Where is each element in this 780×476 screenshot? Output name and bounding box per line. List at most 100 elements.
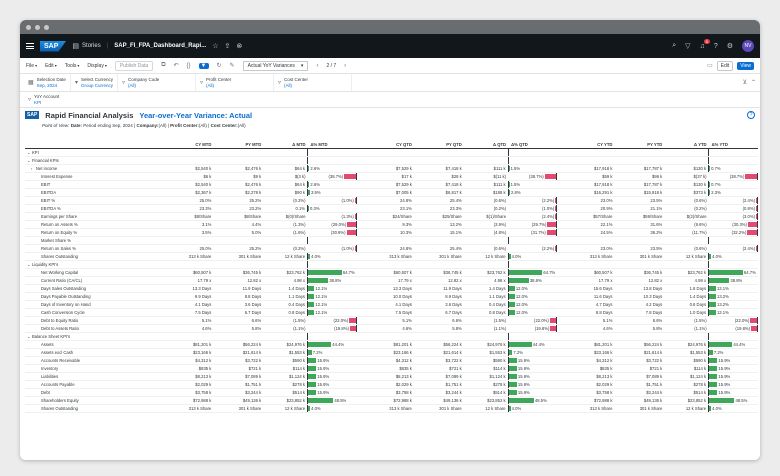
filter-toggle-icon[interactable]: ▼ [198, 62, 209, 69]
value-cell[interactable]: 15.6 Days [556, 284, 615, 293]
table-row[interactable]: Earnings per Share $8/Share $8/Share $(0)/S… [25, 212, 758, 221]
value-cell[interactable]: $56,224 k [614, 340, 665, 349]
value-cell[interactable] [463, 260, 509, 269]
value-cell[interactable]: 1.0 Days [664, 308, 709, 317]
value-cell[interactable]: $21,614 k [213, 348, 264, 357]
value-cell[interactable]: $590 k [463, 356, 509, 365]
value-cell[interactable]: $49,136 k [614, 396, 665, 405]
value-cell[interactable]: (1.5%) [664, 316, 709, 325]
table-row[interactable]: ⌄ Balance Sheet KPI's [25, 332, 758, 341]
value-cell[interactable] [155, 332, 214, 341]
column-header[interactable]: PY YTD [614, 134, 665, 149]
value-cell[interactable]: $(11 k) [463, 172, 509, 181]
value-cell[interactable]: 3.6 Days [413, 300, 464, 309]
value-cell[interactable]: $64 k [263, 164, 308, 173]
value-cell[interactable]: 12.82 x [413, 276, 464, 285]
table-row[interactable]: › Net income $2,540 k $2,476 k $64 k 2.6% $7,5… [25, 164, 758, 173]
value-cell[interactable]: 6.7 Days [213, 308, 264, 317]
value-cell[interactable] [263, 156, 308, 165]
table-row[interactable]: ⌄ Liquidity KPI's [25, 260, 758, 269]
column-header[interactable]: Δ QTD [463, 134, 509, 149]
value-cell[interactable]: $2,540 k [155, 180, 214, 189]
value-cell[interactable]: 13.3 Days [155, 284, 214, 293]
value-cell[interactable]: 25.4% [413, 244, 464, 253]
table-row[interactable]: EBIT $2,540 k $2,476 k $64 k 2.6% $7,529 k $7,… [25, 180, 758, 189]
value-cell[interactable] [463, 332, 509, 341]
value-cell[interactable]: $3,758 k [155, 388, 214, 397]
value-cell[interactable]: $23,166 k [155, 348, 214, 357]
value-cell[interactable]: 313 k Share [356, 252, 414, 261]
value-cell[interactable]: $36,745 k [614, 268, 665, 277]
value-cell[interactable]: 4.98 x [664, 276, 709, 285]
notifications-icon[interactable]: ♫ 5 [699, 38, 710, 50]
value-cell[interactable]: 4.4% [213, 220, 264, 229]
table-row[interactable]: Debt to Assets Ratio 4.6% 5.8% (1.1%) (19.8%… [25, 324, 758, 333]
value-cell[interactable]: 12 k Share [263, 404, 308, 413]
value-cell[interactable] [413, 260, 464, 269]
value-cell[interactable]: $514 k [664, 388, 709, 397]
formula-icon[interactable]: {} [186, 62, 191, 69]
value-cell[interactable]: 5.8% [413, 324, 464, 333]
value-cell[interactable]: $4,312 k [556, 356, 615, 365]
column-header[interactable]: Δ MTD [263, 134, 308, 149]
value-cell[interactable]: (1.6%) [263, 228, 308, 237]
value-cell[interactable]: 12.82 x [213, 276, 264, 285]
value-cell[interactable] [263, 260, 308, 269]
value-cell[interactable]: 17.79 x [356, 276, 414, 285]
value-cell[interactable]: 12 k Share [463, 252, 509, 261]
avatar[interactable]: NV [742, 40, 754, 52]
table-row[interactable]: Return on Sales % 25.0% 25.2% (0.2%) (1.0%) 2… [25, 244, 758, 253]
value-cell[interactable]: 5.8% [614, 324, 665, 333]
value-cell[interactable]: 25.2% [213, 196, 264, 205]
settings-icon[interactable]: ⚙ [726, 43, 733, 50]
value-cell[interactable]: 3.5% [155, 228, 214, 237]
help-icon[interactable]: ? [747, 111, 755, 119]
chevron-down-icon[interactable]: ⌄ [27, 157, 31, 163]
value-cell[interactable]: $36,745 k [413, 268, 464, 277]
table-row[interactable]: Days Payable Outstanding 9.9 Days 8.8 Days… [25, 292, 758, 301]
value-cell[interactable]: 4.6% [356, 324, 414, 333]
value-cell[interactable] [213, 156, 264, 165]
value-cell[interactable]: $514 k [263, 388, 308, 397]
value-cell[interactable]: $15,918 k [614, 188, 665, 197]
table-row[interactable]: Accounts Payable $2,029 k $1,751 k $278 k 15… [25, 380, 758, 389]
publish-data-button[interactable]: Publish Data [114, 60, 154, 71]
value-cell[interactable]: 313 k Share [556, 252, 615, 261]
value-cell[interactable] [556, 332, 615, 341]
value-cell[interactable]: 23.0% [556, 196, 615, 205]
value-cell[interactable]: 301 k Share [213, 252, 264, 261]
value-cell[interactable]: $23,166 k [356, 348, 414, 357]
value-cell[interactable] [356, 260, 414, 269]
value-cell[interactable] [556, 148, 615, 157]
value-cell[interactable]: $16,291 k [556, 188, 615, 197]
value-cell[interactable] [556, 260, 615, 269]
table-row[interactable]: Return on Assets % 3.1% 4.4% (1.3%) (29.0%) 9… [25, 220, 758, 229]
value-cell[interactable]: 8.8 Days [556, 308, 615, 317]
value-cell[interactable]: 23.3% [413, 204, 464, 213]
column-header[interactable]: Δ YTD [664, 134, 709, 149]
value-cell[interactable]: $8/Share [213, 212, 264, 221]
filter-company-code[interactable]: ▿ Company Code (All) [118, 74, 196, 91]
value-cell[interactable] [413, 236, 464, 245]
value-cell[interactable]: $36,745 k [213, 268, 264, 277]
value-cell[interactable]: 15.1% [413, 228, 464, 237]
value-cell[interactable]: $59 k [556, 172, 615, 181]
value-cell[interactable]: 12 k Share [263, 252, 308, 261]
chevron-down-icon[interactable]: ⌄ [27, 333, 31, 339]
previous-page-icon[interactable]: ‹ [316, 62, 319, 69]
value-cell[interactable]: $1,751 k [213, 380, 264, 389]
value-cell[interactable]: $2,278 k [213, 188, 264, 197]
column-header[interactable]: Δ% QTD [508, 134, 557, 149]
value-cell[interactable] [463, 236, 509, 245]
value-cell[interactable] [413, 332, 464, 341]
value-cell[interactable]: 7.8 Days [614, 308, 665, 317]
value-cell[interactable]: $721 k [413, 364, 464, 373]
table-row[interactable]: Days of Inventory on Hand 4.1 Days 3.6 Day… [25, 300, 758, 309]
value-cell[interactable]: 4.7 Days [556, 300, 615, 309]
value-cell[interactable] [614, 260, 665, 269]
value-cell[interactable]: $7,418 k [413, 180, 464, 189]
value-cell[interactable]: $3,758 k [556, 388, 615, 397]
value-cell[interactable]: 301 k Share [614, 404, 665, 413]
value-cell[interactable]: $21,614 k [614, 348, 665, 357]
value-cell[interactable] [664, 148, 709, 157]
